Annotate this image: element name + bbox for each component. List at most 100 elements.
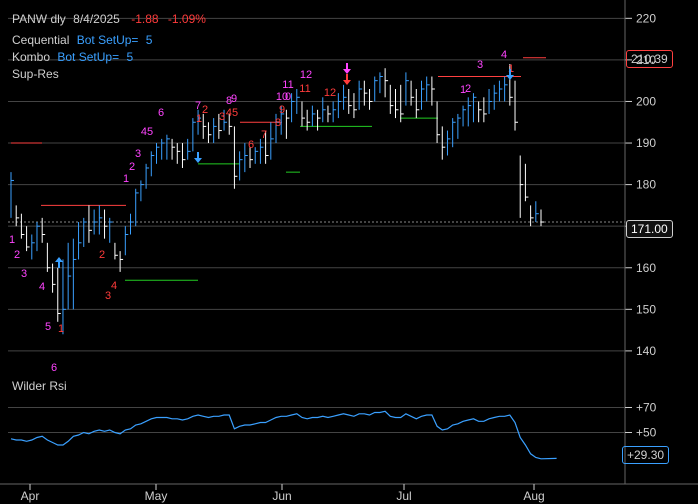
price-bar	[218, 113, 222, 139]
count-label: 6	[158, 107, 164, 119]
last-price-marker: 171.00	[626, 220, 673, 238]
price-bar	[291, 93, 295, 123]
x-tick-label: Aug	[523, 489, 544, 503]
price-bar	[400, 84, 404, 123]
price-tick-label: 160	[636, 261, 656, 275]
price-bar	[67, 242, 72, 310]
price-bar	[202, 113, 207, 139]
price-bar	[26, 226, 30, 252]
buy-arrow	[55, 257, 63, 268]
price-bar	[41, 217, 46, 243]
price-bar	[270, 122, 274, 160]
count-label: 9	[231, 93, 237, 105]
count-label: 2	[465, 83, 471, 95]
kombo-setup-value: 5	[126, 50, 134, 64]
kombo-setup-label: Bot SetUp=	[57, 50, 120, 64]
count-label: 11	[299, 83, 310, 95]
price-bar	[93, 209, 98, 235]
sell-arrow	[194, 152, 202, 163]
symbol-label: PANW dly	[12, 12, 66, 26]
price-bar	[337, 93, 342, 119]
count-label: 1	[58, 323, 64, 335]
count-label: 2	[14, 249, 20, 261]
count-label: 5	[45, 321, 51, 333]
price-bar	[530, 205, 534, 227]
price-bar	[353, 93, 357, 119]
price-bar	[478, 101, 482, 123]
x-axis: Apr May Jun Jul Aug	[21, 484, 545, 503]
count-label: 2	[129, 161, 135, 173]
price-bar	[317, 109, 321, 131]
price-bar	[20, 213, 25, 239]
price-bar	[488, 88, 493, 114]
price-bar	[52, 263, 56, 293]
price-bar	[467, 97, 472, 127]
price-bar	[187, 138, 191, 160]
price-bar	[472, 93, 477, 123]
price-bar	[498, 80, 503, 102]
kombo-name: Kombo	[12, 50, 51, 64]
count-label: 9	[279, 104, 285, 116]
x-tick-label: Apr	[21, 489, 40, 503]
count-label: 1	[196, 113, 202, 125]
rsi-line	[10, 410, 557, 460]
count-label: 1	[460, 84, 466, 96]
price-bar	[405, 72, 409, 106]
chart-header: PANW dly 8/4/2025 -1.88 -1.09%	[12, 12, 206, 26]
count-label: 2	[202, 104, 208, 116]
sup-res-name: Sup-Res	[12, 67, 59, 81]
price-bar	[436, 101, 441, 144]
count-label: 6	[51, 362, 57, 374]
price-bar	[124, 226, 129, 256]
price-bars	[10, 64, 544, 335]
price-bar	[171, 138, 176, 160]
sell-arrow	[506, 69, 514, 80]
count-label: 4	[111, 280, 117, 292]
price-bar	[426, 76, 430, 102]
price-bar	[83, 217, 87, 247]
price-bar	[493, 84, 498, 110]
count-label: 3	[219, 111, 225, 123]
price-bar	[192, 118, 196, 152]
x-tick-label: Jul	[396, 489, 411, 503]
price-bar	[244, 143, 248, 173]
price-bar	[343, 84, 347, 110]
price-bar	[104, 209, 108, 239]
price-bar	[109, 217, 113, 243]
price-tick-label: 150	[636, 302, 656, 316]
price-tick-label: 180	[636, 178, 656, 192]
price-bar	[213, 118, 217, 144]
price-bar	[166, 134, 170, 160]
price-axis: 140150160170180190200210220	[0, 0, 698, 485]
price-bar	[259, 138, 264, 164]
count-label: 3	[135, 148, 141, 160]
price-bar	[275, 113, 279, 144]
count-label: 7	[195, 100, 201, 112]
count-label: 45	[141, 126, 153, 138]
cequential-setup-value: 5	[145, 33, 153, 47]
date-label: 8/4/2025	[73, 12, 120, 26]
price-bar	[280, 105, 285, 135]
count-label: 4	[501, 49, 507, 61]
price-bar	[415, 88, 420, 119]
price-bar	[420, 80, 425, 110]
kombo-legend: Kombo Bot SetUp= 5	[12, 50, 133, 64]
count-label: 8	[275, 117, 281, 129]
count-label: 12	[324, 87, 336, 99]
cequential-name: Cequential	[12, 33, 70, 47]
rsi-value-marker: +29.30	[622, 446, 670, 464]
x-tick-label: Jun	[272, 489, 291, 503]
count-label: 8	[226, 95, 232, 107]
signal-arrows	[55, 63, 514, 268]
price-tick-label: 210	[636, 53, 656, 67]
count-label: 11	[282, 79, 293, 91]
price-bar	[519, 155, 524, 218]
price-bar	[228, 113, 233, 135]
x-tick-label: May	[145, 489, 168, 503]
price-bar	[223, 109, 228, 131]
count-label: 45	[226, 107, 238, 119]
price-tick-label: 220	[636, 11, 656, 25]
price-bar	[119, 251, 124, 272]
count-label: 12	[300, 69, 312, 81]
